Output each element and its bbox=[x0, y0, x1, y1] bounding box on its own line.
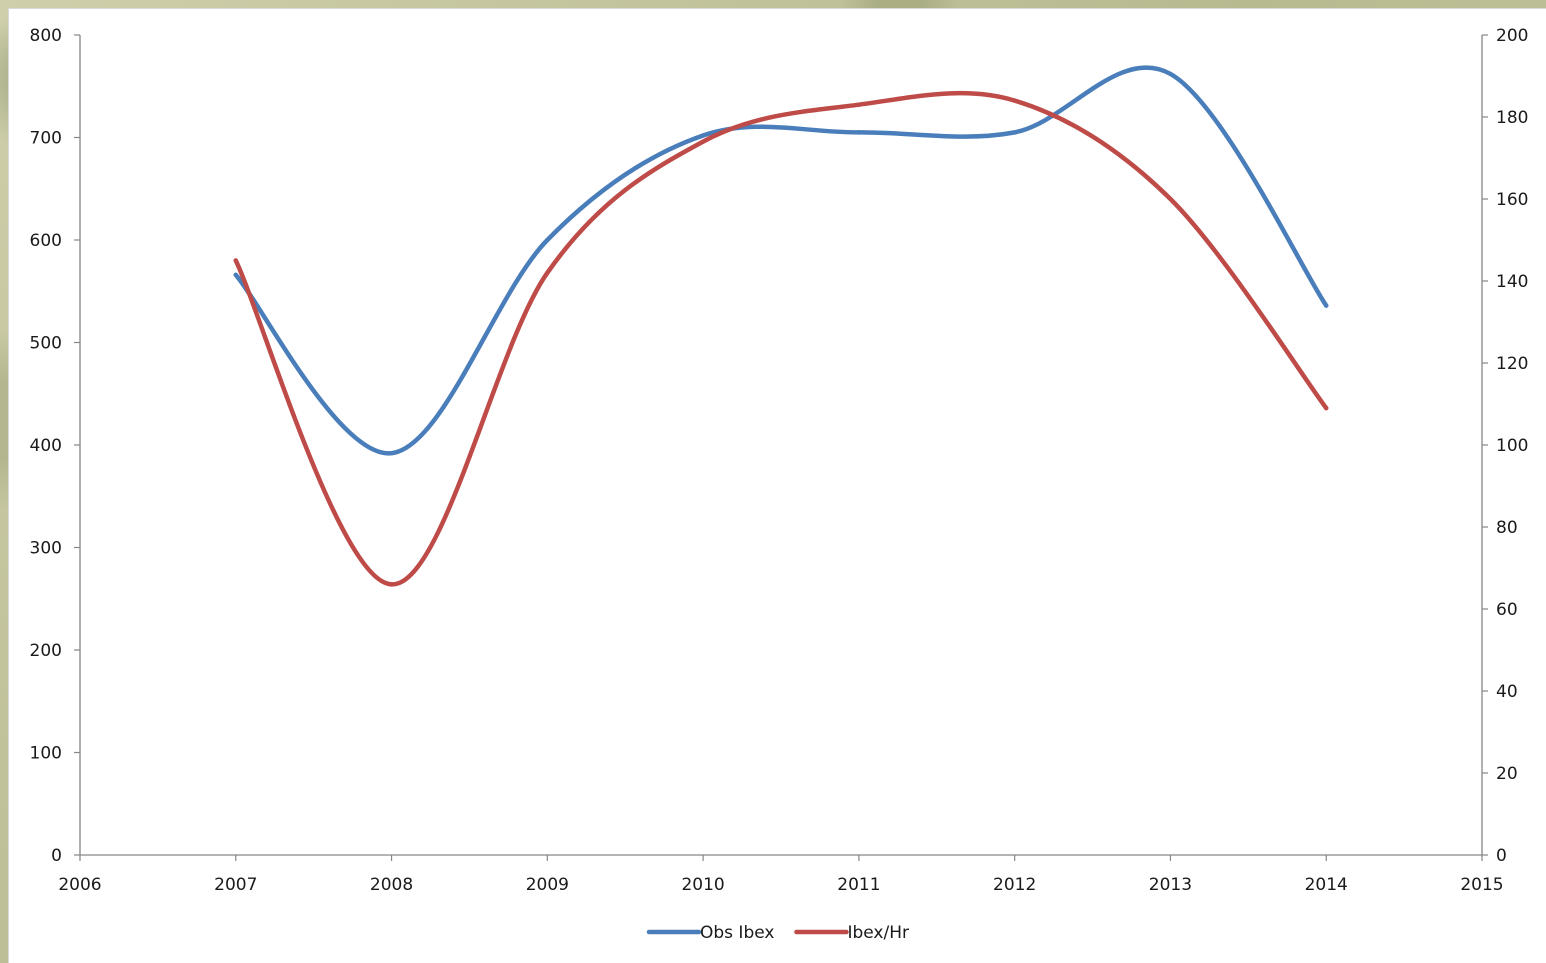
x-tick-label: 2009 bbox=[526, 875, 569, 895]
data-point-obs-ibex bbox=[233, 272, 238, 278]
data-point-ibex-hr bbox=[1168, 196, 1173, 202]
series-line-obs-ibex bbox=[233, 65, 1329, 456]
data-point-obs-ibex bbox=[545, 237, 550, 243]
y-right-tick-label: 120 bbox=[1496, 354, 1528, 374]
x-tick-label: 2011 bbox=[837, 875, 880, 895]
x-tick-label: 2015 bbox=[1460, 875, 1503, 895]
x-tick-label: 2006 bbox=[58, 875, 101, 895]
x-tick-label: 2010 bbox=[681, 875, 724, 895]
data-point-ibex-hr bbox=[700, 139, 706, 144]
y-right-tick-label: 180 bbox=[1496, 108, 1528, 128]
data-point-obs-ibex bbox=[1324, 303, 1329, 308]
data-point-obs-ibex bbox=[389, 451, 394, 456]
data-point-obs-ibex bbox=[856, 130, 862, 135]
axes-group: 0 100 200 300 400 500 600 700 800 0 20 40 60 80 100 120… bbox=[30, 26, 1529, 895]
data-point-ibex-hr bbox=[1012, 98, 1017, 103]
line-chart: 0 100 200 300 400 500 600 700 800 0 20 40 60 80 100 120… bbox=[30, 26, 1529, 943]
y-right-tick-label: 80 bbox=[1496, 518, 1518, 538]
y-right-tick-label: 20 bbox=[1496, 764, 1518, 784]
y-left-tick-label: 800 bbox=[30, 26, 62, 46]
legend-label-obs-ibex: Obs Ibex bbox=[700, 923, 774, 943]
series-group bbox=[233, 65, 1329, 587]
x-tick-label: 2012 bbox=[993, 875, 1036, 895]
x-tick-label: 2013 bbox=[1149, 875, 1192, 895]
y-left-tick-label: 500 bbox=[30, 334, 62, 354]
legend: Obs Ibex Ibex/Hr bbox=[646, 923, 909, 943]
y-left-tick-label: 0 bbox=[51, 846, 62, 866]
y-left-tick-label: 600 bbox=[30, 231, 62, 251]
series-line-ibex-hr bbox=[233, 90, 1329, 587]
y-right-tick-label: 0 bbox=[1496, 846, 1507, 866]
data-point-ibex-hr bbox=[545, 270, 550, 275]
y-left-tick-label: 700 bbox=[30, 129, 62, 149]
y-right-tick-label: 40 bbox=[1496, 682, 1518, 702]
data-point-ibex-hr bbox=[389, 582, 394, 587]
y-right-tick-label: 140 bbox=[1496, 272, 1528, 292]
legend-label-ibex-hr: Ibex/Hr bbox=[847, 923, 909, 943]
y-left-tick-label: 200 bbox=[30, 641, 62, 661]
data-point-obs-ibex bbox=[1168, 71, 1173, 77]
y-right-tick-label: 100 bbox=[1496, 436, 1528, 456]
y-left-tick-label: 100 bbox=[30, 744, 62, 764]
y-left-tick-label: 400 bbox=[30, 436, 62, 456]
data-point-obs-ibex bbox=[1012, 130, 1017, 135]
y-right-tick-label: 200 bbox=[1496, 26, 1528, 46]
chart-area: 0 100 200 300 400 500 600 700 800 0 20 40 60 80 100 120… bbox=[8, 8, 1546, 963]
x-tick-label: 2008 bbox=[370, 875, 413, 895]
data-point-ibex-hr bbox=[856, 102, 862, 107]
x-tick-label: 2014 bbox=[1305, 875, 1348, 895]
y-right-tick-label: 60 bbox=[1496, 600, 1518, 620]
data-point-ibex-hr bbox=[1324, 405, 1329, 411]
x-tick-label: 2007 bbox=[214, 875, 257, 895]
data-point-ibex-hr bbox=[233, 258, 238, 263]
data-point-obs-ibex bbox=[700, 133, 706, 138]
y-left-tick-label: 300 bbox=[30, 539, 62, 559]
y-right-tick-label: 160 bbox=[1496, 190, 1528, 210]
